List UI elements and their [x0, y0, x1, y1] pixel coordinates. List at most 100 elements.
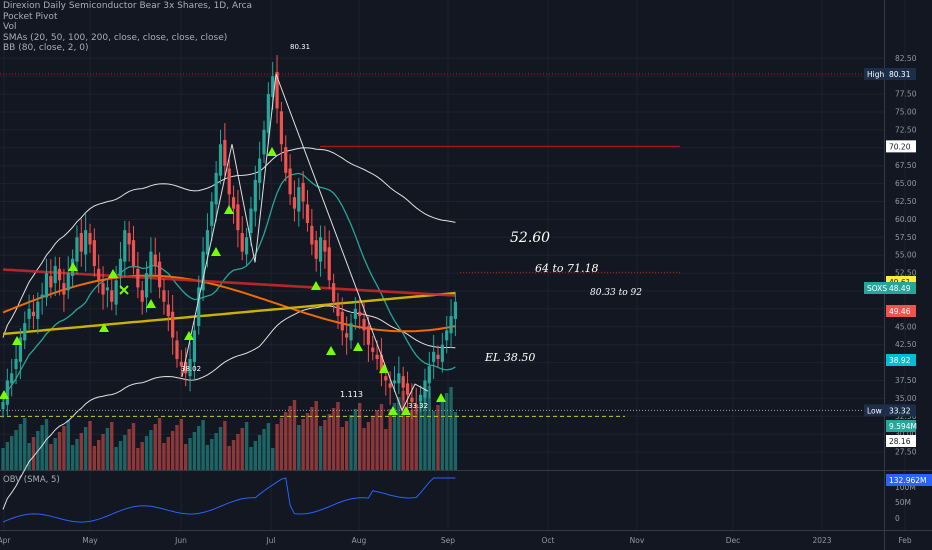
price-tick-12: 55.00 — [895, 251, 917, 260]
price-tick-15: 62.50 — [895, 197, 917, 206]
sma200-line — [2, 268, 456, 297]
volume-bar-23 — [101, 434, 105, 470]
candle-body-0 — [1, 401, 5, 410]
volume-bar-13 — [57, 432, 62, 470]
candle-body-34 — [149, 251, 153, 276]
volume-bar-79 — [344, 421, 349, 470]
volume-bar-70 — [305, 413, 310, 470]
candle-body-33 — [144, 273, 149, 298]
candle-body-77 — [336, 304, 340, 317]
volume-bar-4 — [18, 424, 23, 470]
candle-body-44 — [192, 330, 196, 362]
candle-body-64 — [279, 111, 283, 145]
volume-bar-62 — [271, 448, 275, 470]
volume-bar-93 — [405, 416, 410, 470]
volume-bar-92 — [401, 391, 405, 470]
volume-bar-95 — [414, 404, 418, 470]
time-tick-5: Sep — [441, 536, 455, 545]
candle-body-21 — [92, 240, 96, 266]
volume-bar-71 — [310, 407, 314, 470]
volume-bar-55 — [240, 428, 244, 470]
candle-body-82 — [358, 311, 362, 317]
volume-bar-27 — [118, 441, 123, 470]
candle-body-17 — [75, 237, 79, 262]
time-tick-1: May — [82, 536, 98, 545]
candle-body-38 — [166, 304, 170, 317]
volume-bar-75 — [327, 414, 331, 470]
candle-body-54 — [236, 204, 240, 231]
volume-bar-41 — [179, 419, 184, 470]
volume-bar-103 — [449, 387, 453, 470]
volume-bar-5 — [23, 418, 27, 470]
volume-bar-7 — [31, 437, 36, 470]
tag-symbol-value: 48.49 — [889, 284, 911, 293]
volume-bar-1 — [5, 442, 10, 470]
volume-bar-104 — [453, 412, 458, 470]
candle-body-41 — [179, 361, 183, 367]
obv-pane — [2, 477, 456, 523]
price-tick-14: 60.00 — [895, 215, 917, 224]
volume-bar-17 — [75, 439, 79, 470]
candle-body-73 — [318, 237, 323, 262]
legend-bb[interactable]: BB (80, close, 2, 0) — [3, 43, 89, 53]
tag-low-label: Low — [867, 406, 882, 415]
volume-bar-21 — [92, 446, 97, 470]
time-axis[interactable]: Apr May Jun Jul Aug Sep Oct Nov Dec 2023 Feb — [0, 536, 912, 545]
tag-sma200-bg — [886, 305, 916, 317]
pivot-triangle-0 — [0, 390, 9, 399]
pivot-triangle-2 — [68, 262, 78, 271]
candle-body-95 — [414, 404, 418, 407]
volume-bar-32 — [140, 442, 144, 470]
candle-body-6 — [27, 308, 31, 319]
candle-body-50 — [218, 144, 223, 176]
candle-body-20 — [88, 233, 92, 245]
volume-bar-26 — [114, 447, 118, 470]
volume-bar-15 — [66, 420, 70, 470]
candle-body-100 — [436, 354, 440, 360]
volume-bar-44 — [192, 432, 197, 470]
pivot-triangle-10 — [311, 281, 321, 290]
legend-pocket-pivot[interactable]: Pocket Pivot — [3, 11, 58, 22]
candle-body-1 — [5, 380, 9, 405]
candle-body-3 — [14, 359, 18, 370]
volume-bar-10 — [44, 419, 49, 470]
candles — [1, 55, 457, 420]
candle-body-30 — [131, 240, 136, 266]
candle-body-9 — [40, 294, 44, 298]
tag-volume-value: 9.594M — [889, 422, 917, 431]
candle-body-26 — [114, 280, 118, 305]
price-tick-4: 35.00 — [895, 394, 917, 403]
volume-bars — [1, 386, 458, 470]
price-tick-1: 27.50 — [895, 448, 917, 457]
tag-bb-upper-value: 70.20 — [889, 142, 911, 151]
moving-averages — [2, 172, 456, 403]
volume-bar-88 — [384, 429, 388, 470]
volume-bar-25 — [110, 422, 114, 470]
volume-bar-47 — [205, 445, 210, 470]
candle-body-86 — [375, 354, 379, 360]
legend-volume[interactable]: Vol — [3, 22, 17, 32]
candle-body-45 — [197, 287, 201, 327]
obv-legend[interactable]: OBV (SMA, 5) — [3, 475, 60, 485]
tag-sma20-value: 38.92 — [889, 356, 911, 365]
level-lines — [0, 73, 884, 417]
pivot-triangle-11 — [326, 346, 336, 355]
volume-bar-101 — [440, 399, 445, 470]
volume-bar-30 — [131, 423, 136, 470]
pivot-x-marker — [119, 285, 129, 295]
tag-high-value: 80.31 — [889, 70, 911, 79]
volume-bar-63 — [275, 424, 279, 470]
legend-title[interactable]: Direxion Daily Semiconductor Bear 3x Sha… — [3, 1, 253, 11]
candle-body-19 — [84, 230, 88, 255]
volume-bar-52 — [227, 446, 231, 470]
time-tick-9: 2023 — [812, 536, 831, 545]
volume-bar-14 — [62, 426, 66, 470]
candle-body-25 — [110, 290, 114, 302]
candle-body-78 — [340, 311, 344, 331]
pivot-triangle-5 — [146, 299, 156, 308]
legend-smas[interactable]: SMAs (20, 50, 100, 200, close, close, cl… — [3, 32, 228, 43]
volume-bar-29 — [127, 429, 131, 470]
annotation-low2: 33.32 — [408, 402, 428, 410]
candle-body-42 — [184, 361, 188, 374]
